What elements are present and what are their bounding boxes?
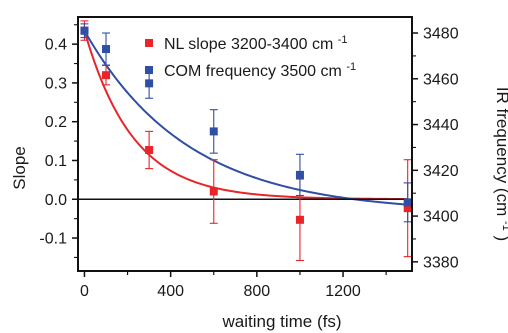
data-point-nl-slope <box>102 71 111 80</box>
data-point-com-frequency <box>403 198 412 207</box>
legend-label-nl-slope-superscript: -1 <box>338 34 348 46</box>
data-point-nl-slope <box>403 204 412 213</box>
data-point-nl-slope <box>145 146 154 155</box>
y2-tick-label: 3380 <box>423 254 459 271</box>
axis-ticks: 0 400 800 1200 -0.1 0.0 0.1 0.2 0.3 0.4 3380 3400 34… <box>39 24 459 300</box>
fit-curves <box>83 30 408 206</box>
data-point-com-frequency <box>145 79 154 88</box>
legend-label-nl-slope: NL slope 3200-3400 cm -1 <box>164 34 348 53</box>
data-point-nl-slope <box>295 215 304 224</box>
legend-marker-com-frequency <box>145 66 153 74</box>
plot-border <box>77 16 413 272</box>
legend-label-com-frequency-superscript: -1 <box>346 61 356 73</box>
y2-axis-label-main: IR frequency (cm <box>493 87 508 216</box>
x-tick-label: 800 <box>244 283 271 300</box>
y2-tick-label: 3400 <box>423 209 459 226</box>
fit-curve-com-frequency <box>83 30 408 206</box>
y-axis-label: Slope <box>10 146 29 189</box>
legend-label-com-frequency-main: COM frequency 3500 cm <box>164 63 342 80</box>
data-point-com-frequency <box>209 127 218 136</box>
y-tick-label: 0.0 <box>45 192 67 209</box>
x-axis-label: waiting time (fs) <box>221 312 341 331</box>
y2-tick-label: 3460 <box>423 71 459 88</box>
y-tick-label: 0.2 <box>45 114 67 131</box>
y2-axis-label-superscript: -1 <box>500 221 508 231</box>
x-tick-label: 0 <box>80 283 89 300</box>
error-bars <box>80 20 412 262</box>
legend-label-com-frequency: COM frequency 3500 cm -1 <box>164 61 356 80</box>
data-point-com-frequency <box>295 170 304 179</box>
y-tick-label: 0.4 <box>45 37 67 54</box>
y2-tick-label: 3420 <box>423 163 459 180</box>
y2-tick-label: 3480 <box>423 26 459 43</box>
legend-label-nl-slope-main: NL slope 3200-3400 cm <box>164 36 333 53</box>
data-point-nl-slope <box>209 187 218 196</box>
x-tick-label: 400 <box>157 283 184 300</box>
y-tick-label: 0.1 <box>45 153 67 170</box>
y2-axis-label-tail: ) <box>493 236 508 242</box>
y2-tick-label: 3440 <box>423 117 459 134</box>
data-point-com-frequency <box>102 45 111 54</box>
plot-frame <box>77 16 413 272</box>
y-tick-label: 0.3 <box>45 75 67 92</box>
y2-axis-label: IR frequency (cm -1 ) <box>493 87 508 241</box>
legend: NL slope 3200-3400 cm -1 COM frequency 3… <box>145 34 356 80</box>
data-points <box>80 26 412 224</box>
legend-marker-nl-slope <box>145 39 153 47</box>
data-point-com-frequency <box>80 26 89 35</box>
y-tick-label: -0.1 <box>39 231 67 248</box>
x-tick-label: 1200 <box>325 283 361 300</box>
